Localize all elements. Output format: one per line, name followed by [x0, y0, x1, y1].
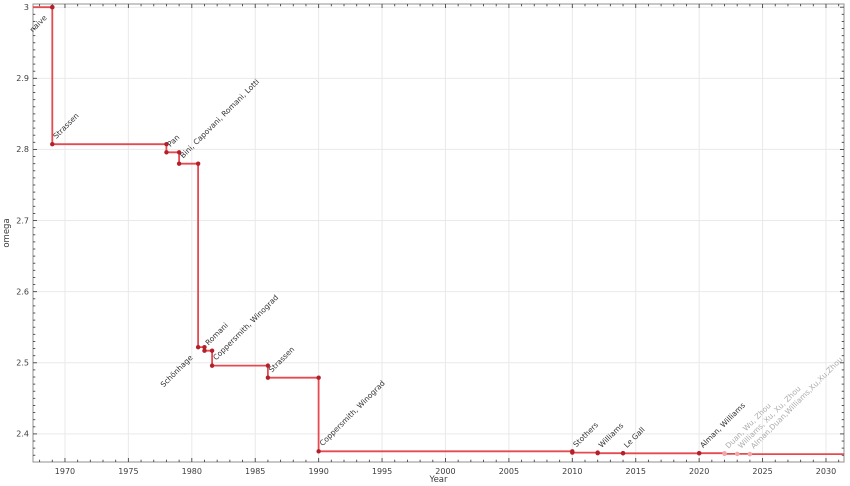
event-label: Le Gall	[622, 425, 646, 449]
data-point-marker	[620, 451, 626, 456]
data-point-marker	[164, 141, 169, 147]
data-point-marker	[265, 363, 271, 368]
data-point-marker	[202, 348, 207, 353]
event-label: Schönhage	[159, 353, 195, 389]
data-point-marker	[50, 5, 55, 10]
event-label: Williams	[597, 421, 626, 450]
x-tick-label: 1995	[372, 467, 392, 476]
data-point-marker	[696, 451, 702, 456]
data-point-marker	[50, 141, 55, 147]
axis-ticks	[33, 4, 844, 462]
event-label: Coppersmith, Winograd	[318, 379, 387, 448]
series-line	[33, 6, 844, 455]
data-point-marker	[747, 451, 753, 457]
data-point-marker	[176, 150, 182, 155]
y-tick-label: 2.4	[16, 430, 29, 439]
x-tick-label: 2020	[689, 467, 709, 476]
event-label: Williams, Xu, Xu, Zhou	[736, 384, 802, 450]
data-points	[50, 5, 753, 457]
axes-spines	[32, 3, 845, 463]
data-point-marker	[195, 161, 201, 166]
event-label: Stothers	[571, 420, 600, 449]
x-tick-label: 1975	[118, 467, 138, 476]
x-tick-label: 2010	[562, 467, 582, 476]
x-axis-title: Year	[429, 475, 448, 485]
x-tick-label: 1985	[245, 467, 265, 476]
data-point-marker	[202, 344, 207, 350]
x-tick-label: 1990	[308, 467, 328, 476]
data-point-marker	[595, 450, 600, 456]
x-tick-label: 2015	[626, 467, 646, 476]
event-label: Alman,Duan,Williams,Xu,Xu,Zhou	[749, 355, 845, 451]
data-point-marker	[164, 150, 169, 155]
x-tick-label: 2000	[435, 467, 455, 476]
y-tick-label: 2.9	[16, 74, 29, 83]
event-label: naive	[28, 13, 49, 34]
event-label: Strassen	[51, 111, 81, 141]
x-tick-label: 2030	[816, 467, 836, 476]
data-point-marker	[176, 161, 182, 166]
tick-labels: 1970 1975 1980 1985 1990 1995 2000 2005 2010 2015…	[16, 3, 836, 476]
data-point-marker	[195, 344, 201, 350]
y-tick-label: 2.7	[16, 216, 29, 225]
gridlines	[33, 4, 844, 462]
x-tick-label: 1980	[182, 467, 202, 476]
data-point-marker	[570, 450, 575, 455]
data-point-marker	[735, 451, 740, 457]
data-point-marker	[209, 363, 215, 368]
y-tick-label: 3	[24, 3, 29, 12]
x-tick-label: 2025	[752, 467, 772, 476]
y-axis-title: omega	[2, 218, 12, 248]
event-label: Pan	[165, 133, 181, 149]
y-tick-label: 2.6	[16, 287, 29, 296]
data-point-marker	[316, 449, 321, 454]
y-tick-label: 2.5	[16, 359, 29, 368]
event-label: Strassen	[267, 345, 297, 375]
data-point-marker	[722, 451, 727, 457]
data-point-marker	[209, 348, 215, 353]
x-tick-label: 1970	[55, 467, 75, 476]
data-point-marker	[316, 375, 321, 380]
data-point-marker	[265, 375, 271, 380]
x-tick-label: 2005	[499, 467, 519, 476]
event-label: Bini, Capovani, Romani, Lotti	[178, 77, 261, 160]
y-tick-label: 2.8	[16, 145, 29, 154]
